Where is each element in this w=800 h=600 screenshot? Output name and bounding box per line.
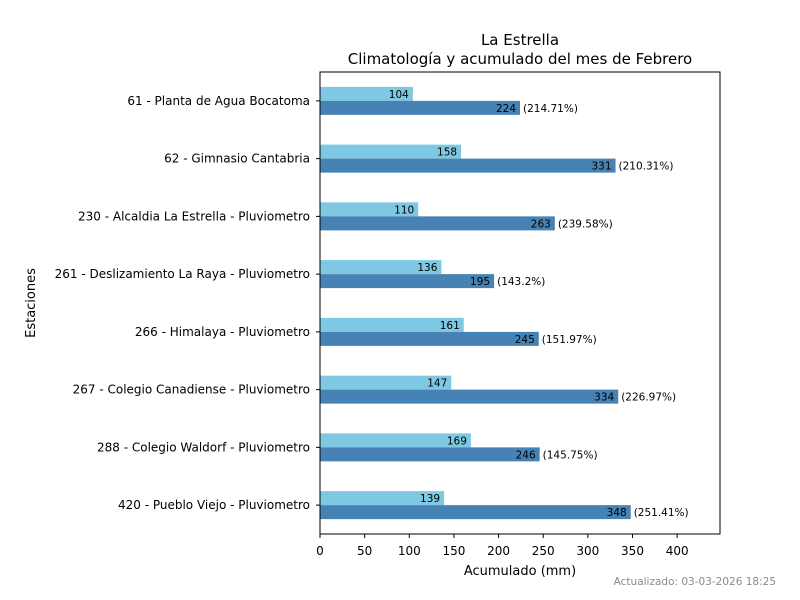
x-tick-label: 300 bbox=[576, 544, 599, 558]
bar-percent-label: (151.97%) bbox=[542, 334, 597, 346]
y-tick-label: 230 - Alcaldia La Estrella - Pluviometro bbox=[78, 209, 310, 223]
x-tick-label: 400 bbox=[666, 544, 689, 558]
bar-value-label: 104 bbox=[389, 89, 409, 101]
bar-value-label: 246 bbox=[516, 449, 536, 461]
bar-value-label: 334 bbox=[594, 392, 614, 404]
bar-climatologia bbox=[320, 433, 471, 448]
x-axis-label: Acumulado (mm) bbox=[464, 564, 576, 579]
bar-value-label: 224 bbox=[496, 103, 516, 115]
y-tick-label: 61 - Planta de Agua Bocatoma bbox=[127, 94, 310, 108]
bar-value-label: 147 bbox=[427, 378, 447, 390]
bars: 104 224 (214.71%) 158 331 (210.31%) 110 263 (239… bbox=[320, 86, 689, 520]
x-tick-label: 350 bbox=[621, 544, 644, 558]
bar-value-label: 139 bbox=[420, 493, 440, 505]
bar-percent-label: (145.75%) bbox=[543, 449, 598, 461]
bar-percent-label: (251.41%) bbox=[634, 507, 689, 519]
bar-value-label: 331 bbox=[591, 161, 611, 173]
bar-climatologia bbox=[320, 86, 413, 101]
x-tick-label: 150 bbox=[442, 544, 465, 558]
bar-climatologia bbox=[320, 375, 452, 390]
bar-percent-label: (214.71%) bbox=[523, 103, 578, 115]
chart-title-line: Climatología y acumulado del mes de Febr… bbox=[348, 50, 692, 68]
y-tick-label: 261 - Deslizamiento La Raya - Pluviometr… bbox=[55, 267, 310, 281]
bar-percent-label: (226.97%) bbox=[621, 392, 676, 404]
x-tick-label: 250 bbox=[532, 544, 555, 558]
bar-climatologia bbox=[320, 491, 445, 506]
bar-climatologia bbox=[320, 317, 464, 332]
y-tick-labels: 61 - Planta de Agua Bocatoma 62 - Gimnasi… bbox=[55, 94, 320, 512]
bar-acumulado bbox=[320, 389, 619, 404]
bar-acumulado bbox=[320, 100, 520, 115]
y-axis-label: Estaciones bbox=[24, 268, 39, 338]
y-tick-label: 420 - Pueblo Viejo - Pluviometro bbox=[118, 498, 310, 512]
bar-value-label: 263 bbox=[531, 218, 551, 230]
bar-climatologia bbox=[320, 202, 419, 217]
updated-timestamp: Actualizado: 03-03-2026 18:25 bbox=[613, 576, 776, 588]
x-tick-label: 100 bbox=[398, 544, 421, 558]
bar-value-label: 195 bbox=[470, 276, 490, 288]
bar-acumulado bbox=[320, 505, 631, 520]
y-tick-label: 62 - Gimnasio Cantabria bbox=[164, 152, 310, 166]
y-tick-label: 267 - Colegio Canadiense - Pluviometro bbox=[73, 383, 310, 397]
x-tick-label: 50 bbox=[357, 544, 372, 558]
y-tick-label: 288 - Colegio Waldorf - Pluviometro bbox=[97, 440, 310, 454]
bar-percent-label: (210.31%) bbox=[619, 161, 674, 173]
bar-value-label: 348 bbox=[607, 507, 627, 519]
bar-value-label: 158 bbox=[437, 147, 457, 159]
bar-percent-label: (239.58%) bbox=[558, 218, 613, 230]
chart-title-line: La Estrella bbox=[481, 31, 559, 49]
x-tick-label: 200 bbox=[487, 544, 510, 558]
bar-acumulado bbox=[320, 158, 616, 173]
bar-climatologia bbox=[320, 260, 442, 275]
x-tick-label: 0 bbox=[316, 544, 324, 558]
y-tick-label: 266 - Himalaya - Pluviometro bbox=[135, 325, 310, 339]
bar-value-label: 245 bbox=[515, 334, 535, 346]
bar-acumulado bbox=[320, 274, 495, 289]
bar-value-label: 110 bbox=[394, 204, 414, 216]
plot-frame bbox=[319, 71, 721, 535]
bar-value-label: 161 bbox=[440, 320, 460, 332]
bar-climatologia bbox=[320, 144, 462, 159]
bar-acumulado bbox=[320, 216, 555, 231]
bar-value-label: 169 bbox=[447, 435, 467, 447]
bar-percent-label: (143.2%) bbox=[497, 276, 545, 288]
bar-value-label: 136 bbox=[417, 262, 437, 274]
bar-acumulado bbox=[320, 331, 539, 346]
x-axis: 0 50 100 150 200 250 300 350 400 bbox=[316, 534, 689, 558]
bar-acumulado bbox=[320, 447, 540, 462]
